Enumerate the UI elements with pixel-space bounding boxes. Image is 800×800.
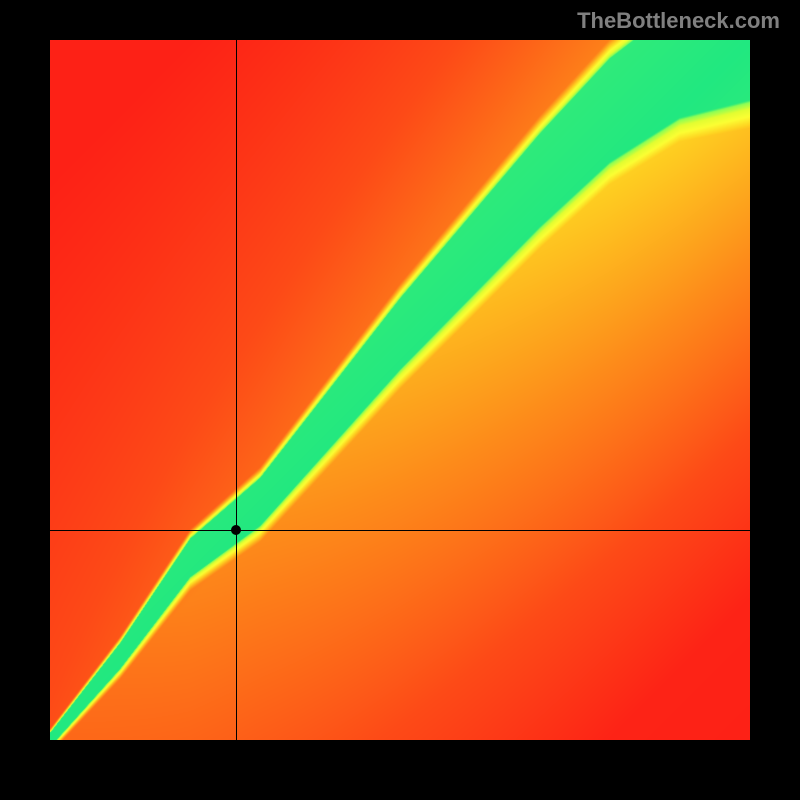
crosshair-vertical bbox=[236, 40, 237, 740]
marker-point bbox=[231, 525, 241, 535]
heatmap-plot bbox=[50, 40, 750, 740]
crosshair-horizontal bbox=[50, 530, 750, 531]
watermark-text: TheBottleneck.com bbox=[577, 8, 780, 34]
heatmap-canvas bbox=[50, 40, 750, 740]
